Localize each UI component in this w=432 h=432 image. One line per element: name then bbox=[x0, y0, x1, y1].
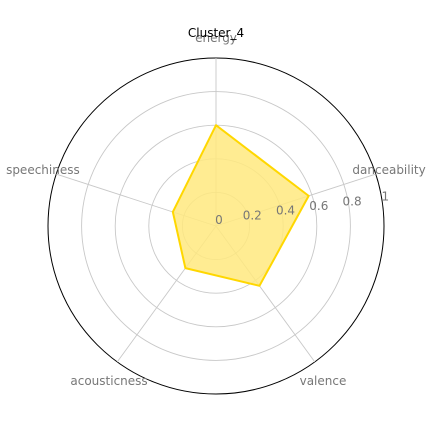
radial-tick-label: 0.8 bbox=[343, 194, 362, 208]
axis-label-speechiness: speechiness bbox=[6, 163, 80, 177]
label-layer: 0 0.2 0.4 0.6 0.8 1 danceability energy speechin… bbox=[6, 31, 426, 388]
radial-tick-label: 0.2 bbox=[243, 208, 262, 222]
radial-tick-label: 0.4 bbox=[276, 204, 295, 218]
series-outline bbox=[171, 124, 310, 287]
axis-label-valence: valence bbox=[300, 374, 347, 388]
axis-label-energy: energy bbox=[195, 31, 237, 45]
radial-tick-label: 0.6 bbox=[309, 199, 328, 213]
chart-title: Cluster_4 bbox=[188, 26, 244, 40]
radial-tick-label: 0 bbox=[215, 213, 223, 227]
series-layer bbox=[171, 124, 310, 287]
axis-label-acousticness: acousticness bbox=[70, 374, 147, 388]
series-area-fill bbox=[172, 125, 309, 286]
radial-tick-label: 1 bbox=[382, 190, 390, 204]
axis-label-danceability: danceability bbox=[352, 163, 425, 177]
